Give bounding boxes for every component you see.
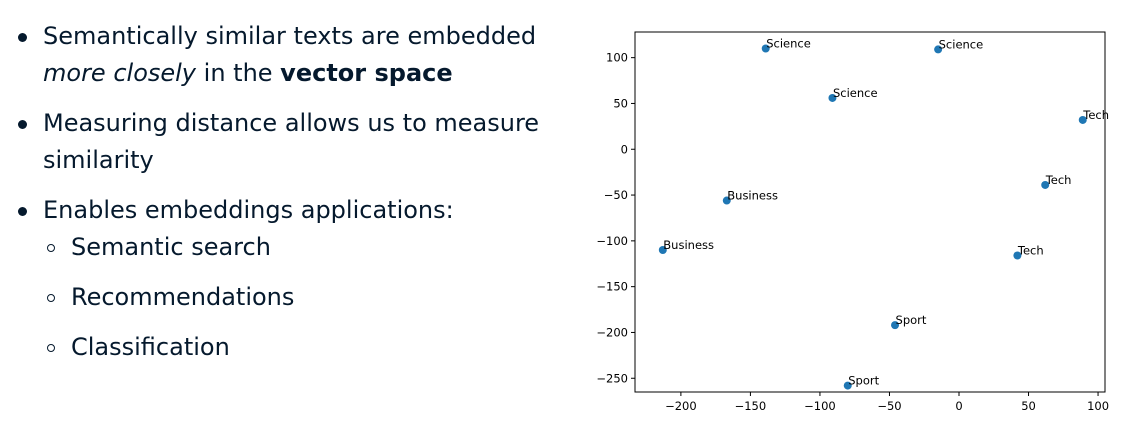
x-tick-label: −200 (665, 399, 697, 413)
sub-bullet-circle (47, 244, 55, 252)
bullet-item-1: Semantically similar texts are embedded … (18, 18, 578, 92)
emphasis-text: more closely (43, 59, 197, 87)
point-label: Tech (1045, 173, 1072, 187)
y-tick-label: 100 (606, 51, 628, 65)
y-tick-label: −150 (596, 280, 628, 294)
sub-item-text: Semantic search (71, 233, 271, 261)
bullet-text: Semantically similar texts are embedded (43, 22, 537, 50)
x-tick-label: −100 (804, 399, 836, 413)
sub-item: Semantic search (43, 229, 578, 266)
y-tick-label: 0 (621, 142, 628, 156)
bullet-dot (18, 120, 27, 129)
point-label: Business (727, 189, 778, 203)
y-tick-label: −100 (596, 234, 628, 248)
x-tick-label: −50 (877, 399, 901, 413)
bullet-item-2: Measuring distance allows us to measure … (18, 105, 578, 179)
x-tick-label: −150 (735, 399, 767, 413)
bullet-dot (18, 33, 27, 42)
bullet-list: Semantically similar texts are embedded … (18, 18, 578, 366)
scatter-chart: −200 −150 −100 −50 0 50 100 100 50 0 −50 −100 −150 −2… (596, 31, 1109, 413)
x-tick-label: 50 (1021, 399, 1036, 413)
x-tick-label: 100 (1087, 399, 1109, 413)
sub-item-text: Classification (71, 333, 230, 361)
data-point (1013, 251, 1022, 260)
point-label: Tech (1017, 244, 1044, 258)
bullet-dot (18, 207, 27, 216)
bullet-text: in the (196, 59, 281, 87)
point-label: Sport (848, 374, 879, 388)
bullet-text: Measuring distance allows us to measure … (43, 109, 540, 174)
point-label: Tech (1082, 108, 1109, 122)
data-point (1041, 180, 1050, 189)
point-label: Science (939, 37, 984, 51)
strong-text: vector space (280, 59, 453, 87)
y-tick-label: −250 (596, 371, 628, 385)
data-point (761, 44, 770, 53)
y-tick-label: −50 (604, 188, 628, 202)
x-tick-label: 0 (955, 399, 962, 413)
data-point (722, 196, 731, 205)
point-label: Business (663, 238, 714, 252)
data-point (891, 321, 900, 330)
y-tick-label: −200 (596, 325, 628, 339)
sub-item: Classification (43, 329, 578, 366)
point-label: Sport (896, 313, 927, 327)
plot-frame (634, 31, 1106, 393)
data-point (934, 45, 943, 54)
sub-bullet-circle (47, 344, 55, 352)
y-tick-label: 50 (613, 96, 628, 110)
data-point (1078, 115, 1087, 124)
sub-item: Recommendations (43, 279, 578, 316)
sub-list: Semantic search Recommendations Classifi… (43, 229, 578, 366)
sub-bullet-circle (47, 294, 55, 302)
bullet-text: Enables embeddings applications: (43, 196, 454, 224)
point-label: Science (833, 86, 878, 100)
sub-item-text: Recommendations (71, 283, 295, 311)
data-point (658, 246, 667, 255)
bullet-item-3: Enables embeddings applications: Semanti… (18, 192, 578, 366)
data-point (843, 381, 852, 390)
data-point (828, 93, 837, 102)
point-label: Science (766, 36, 811, 50)
